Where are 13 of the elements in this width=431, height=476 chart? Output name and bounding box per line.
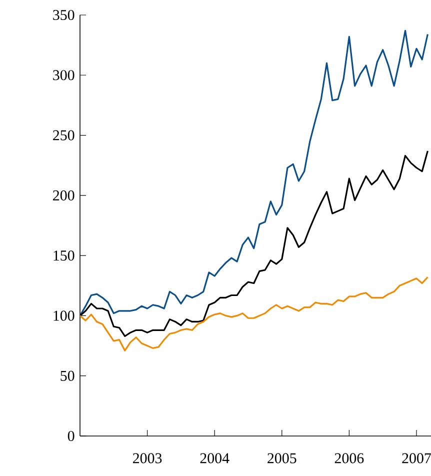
x-tick-label: 2006 [334, 453, 364, 464]
x-tick-label: 2003 [133, 453, 162, 464]
x-tick-label: 2004 [200, 453, 230, 464]
y-tick-label: 200 [53, 190, 74, 200]
y-tick-label: 250 [53, 130, 74, 140]
y-tick-label: 300 [53, 70, 74, 80]
y-tick-label: 50 [60, 370, 74, 381]
y-tick-label: 0 [68, 430, 74, 442]
y-tick-label: 150 [54, 250, 74, 261]
y-tick-label: 100 [54, 310, 74, 321]
x-tick-label: 2005 [268, 453, 296, 464]
y-tick-label: 350 [53, 10, 74, 20]
x-tick-label: 2007 [402, 453, 431, 464]
